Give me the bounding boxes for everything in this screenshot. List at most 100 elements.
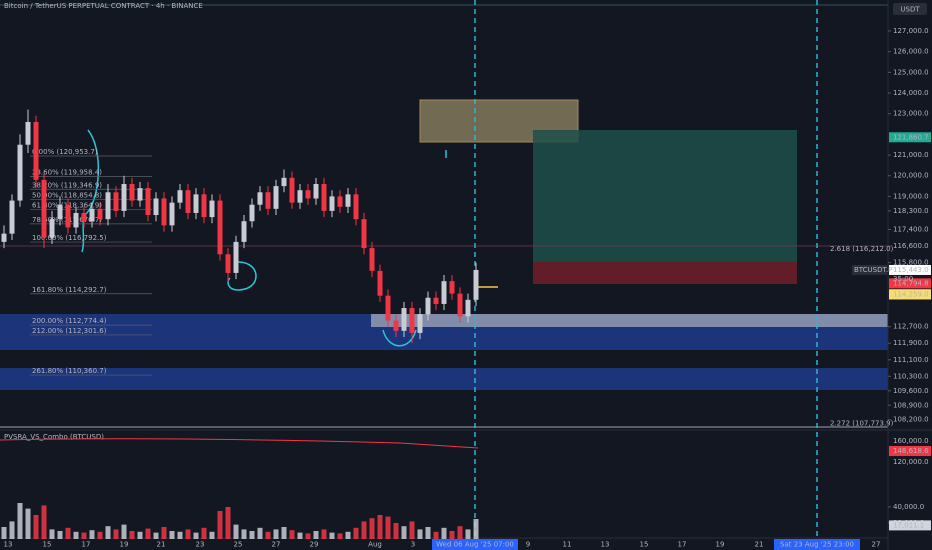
volume-bar (337, 533, 343, 539)
volume-tag-label: 17,011.1 (893, 521, 924, 529)
currency[interactable]: USDT (900, 6, 920, 14)
volume-bar (401, 526, 407, 539)
volume-bar (425, 527, 431, 539)
drawing (227, 261, 257, 291)
y-tick-label: 123,000.0 (893, 110, 929, 118)
candle-body (225, 254, 231, 273)
price-tag (889, 289, 931, 300)
candle-body (441, 281, 447, 304)
time-label: 13 (601, 541, 610, 549)
candle-body (1, 233, 7, 242)
price-tag-label: 121,860.7 (893, 133, 929, 141)
y-tick-label: 110,300.0 (893, 372, 929, 380)
indicator-line (0, 438, 479, 449)
target-zone (533, 130, 797, 262)
candle-body (153, 198, 159, 216)
volume-bar (121, 524, 127, 539)
volume-bar (65, 527, 71, 539)
volume-bar (273, 529, 279, 539)
volume-bar (201, 527, 207, 539)
candle-body (281, 177, 287, 187)
volume-bar (465, 529, 471, 539)
candle-body (337, 196, 343, 207)
y-tick-label: 112,700.0 (893, 323, 929, 331)
volume-bar (297, 532, 303, 539)
candle-body (449, 281, 455, 294)
candle-body (129, 184, 135, 201)
y-tick-label: 120,000.0 (893, 172, 929, 180)
candle-body (49, 219, 55, 238)
volume-bar (473, 519, 479, 539)
candle-body (73, 212, 79, 228)
candle-body (41, 179, 47, 238)
volume-bar (33, 515, 39, 539)
fib-label: 161.80% (114,292.7) (32, 286, 107, 294)
volume-bar (345, 531, 351, 539)
candle-body (193, 194, 199, 213)
candle-body (161, 198, 167, 226)
candle-body (401, 308, 407, 331)
volume-bar (81, 532, 87, 539)
price-tag (889, 278, 931, 289)
volume-bar (25, 508, 31, 539)
candle-body (289, 177, 295, 203)
candle-body (17, 144, 23, 201)
indicator-tag (889, 446, 931, 456)
y-tick-label: 116,600.0 (893, 242, 929, 250)
currency-button[interactable] (893, 3, 927, 15)
volume-bar (433, 531, 439, 539)
candle-body (257, 192, 263, 205)
time-label: 15 (43, 541, 52, 549)
price-tag (889, 132, 931, 143)
volume-bar (321, 529, 327, 539)
volume-bar (17, 503, 23, 539)
volume-bar (73, 531, 79, 539)
candle-body (65, 204, 71, 228)
candle-body (25, 121, 31, 145)
time-highlight (432, 539, 518, 550)
time-label: 27 (272, 541, 281, 549)
volume-bar (129, 531, 135, 539)
volume-bar (313, 531, 319, 539)
y-tick-label: 111,100.0 (893, 356, 929, 364)
volume-bar (1, 527, 7, 539)
fib-label: 0.00% (120,953.7) (32, 148, 98, 156)
time-label: 9 (526, 541, 530, 549)
time-label: Aug (368, 541, 382, 549)
time-label: 25 (234, 541, 243, 549)
candle-body (313, 184, 319, 199)
volume-bar (249, 531, 255, 539)
y-tick-label: 118,300.0 (893, 207, 929, 215)
volume-bar (289, 530, 295, 539)
volume-bar (161, 527, 167, 539)
y-tick-label: 108,200.0 (893, 416, 929, 424)
candle-body (57, 204, 63, 220)
volume-bar (409, 521, 415, 539)
candle-body (121, 184, 127, 211)
candle-body (33, 121, 39, 180)
candle-body (353, 194, 359, 220)
candle-body (361, 219, 367, 249)
candle-body (377, 270, 383, 296)
volume-bar (241, 529, 247, 539)
time-highlight (774, 539, 860, 550)
volume-bar (353, 527, 359, 539)
candle-body (329, 196, 335, 211)
volume-bar (209, 531, 215, 539)
candle-body (457, 293, 463, 317)
volume-bar (97, 531, 103, 539)
volume-bar (233, 524, 239, 539)
candle-body (145, 188, 151, 216)
range-band (371, 314, 888, 327)
candle-body (321, 184, 327, 211)
candle-body (89, 208, 95, 222)
time-label: 15 (640, 541, 649, 549)
candle-body (273, 186, 279, 209)
symbol-label: BTCUSDT.P (854, 266, 892, 274)
candle-body (425, 297, 431, 315)
indicator-label: 160,000.0 (893, 437, 929, 445)
candle-body (305, 190, 311, 199)
volume-bar (385, 516, 391, 539)
volume-tick-label: 40,000.0 (893, 503, 924, 511)
price-tag-label: 114,794.8 (893, 279, 929, 287)
